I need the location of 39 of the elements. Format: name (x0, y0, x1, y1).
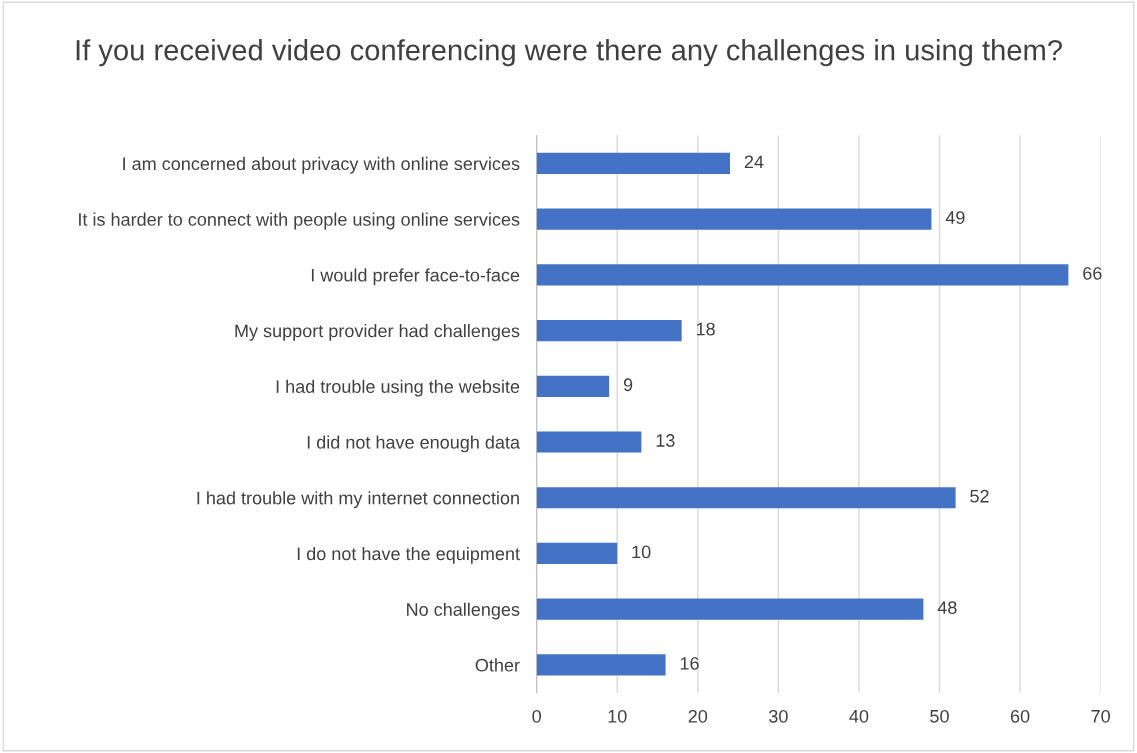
bar (536, 598, 924, 620)
y-tick-label: No challenges (407, 602, 520, 620)
data-label: 10 (632, 545, 651, 559)
x-tick-label: 70 (1091, 709, 1110, 723)
y-tick-label: I had trouble with my internet connection (197, 491, 519, 509)
data-label: 18 (696, 322, 715, 336)
bar (536, 319, 682, 342)
x-tick-label: 40 (849, 709, 869, 723)
y-tick-label: It is harder to connect with people using online services (79, 212, 520, 230)
data-label: 9 (623, 378, 633, 392)
bar (536, 152, 731, 174)
y-tick-label: I would prefer face-to-face (311, 268, 520, 286)
x-tick-label: 0 (532, 709, 541, 723)
bar (536, 208, 932, 230)
y-tick-label: I am concerned about privacy with online services (123, 156, 520, 174)
data-label: 52 (970, 489, 989, 503)
bar (536, 431, 642, 453)
x-tick-label: 30 (769, 709, 788, 723)
data-label: 24 (744, 155, 764, 169)
bar (536, 264, 1069, 286)
data-label: 13 (656, 434, 675, 447)
y-tick-label: I do not have the equipment (297, 546, 520, 564)
x-tick-label: 60 (1010, 709, 1030, 723)
x-tick-label: 10 (608, 709, 627, 723)
bar (536, 487, 956, 509)
y-tick-label: I had trouble using the website (276, 379, 520, 397)
bar (536, 375, 610, 397)
data-label: 49 (945, 211, 965, 224)
data-label: 48 (937, 601, 957, 615)
data-label: 16 (680, 656, 699, 670)
y-tick-label: My support provider had challenges (235, 324, 520, 341)
x-tick-label: 20 (688, 709, 708, 723)
bar (536, 542, 618, 565)
y-tick-label: Other (475, 658, 520, 672)
data-label: 66 (1083, 266, 1102, 280)
y-tick-label: I did not have enough data (307, 435, 521, 453)
x-tick-label: 50 (930, 709, 949, 723)
bar (536, 654, 666, 676)
chart-title: If you received video conferencing were there any challenges in using them? (76, 39, 1062, 67)
